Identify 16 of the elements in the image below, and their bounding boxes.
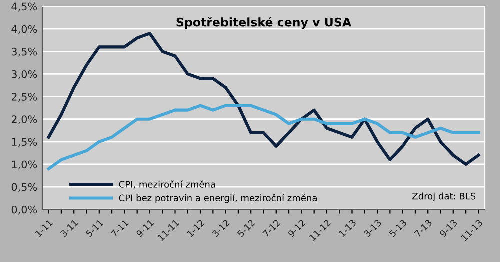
y-tick-label: 2,0% <box>12 116 38 125</box>
y-tick-label: 2,5% <box>12 93 38 102</box>
legend-label: CPI, meziroční změna <box>119 180 216 189</box>
y-tick-label: 0,5% <box>12 183 38 192</box>
y-tick-label: 3,0% <box>12 70 38 80</box>
y-tick-label: 1,5% <box>12 138 38 148</box>
line-series <box>47 104 480 171</box>
text: Spotřebitelské ceny v USA <box>176 17 352 30</box>
y-tick-label: 0,0% <box>12 206 38 215</box>
y-tick-label: 4,0% <box>12 25 38 34</box>
y-tick-label: 3,5% <box>12 48 38 57</box>
line-series <box>47 32 480 166</box>
annotation: Zdroj dat: BLS <box>412 192 476 202</box>
y-tick-label: 1,0% <box>12 160 38 170</box>
legend-label: CPI bez potravin a energií, meziroční změna <box>119 194 317 204</box>
y-tick-label: 4,5% <box>12 2 38 12</box>
